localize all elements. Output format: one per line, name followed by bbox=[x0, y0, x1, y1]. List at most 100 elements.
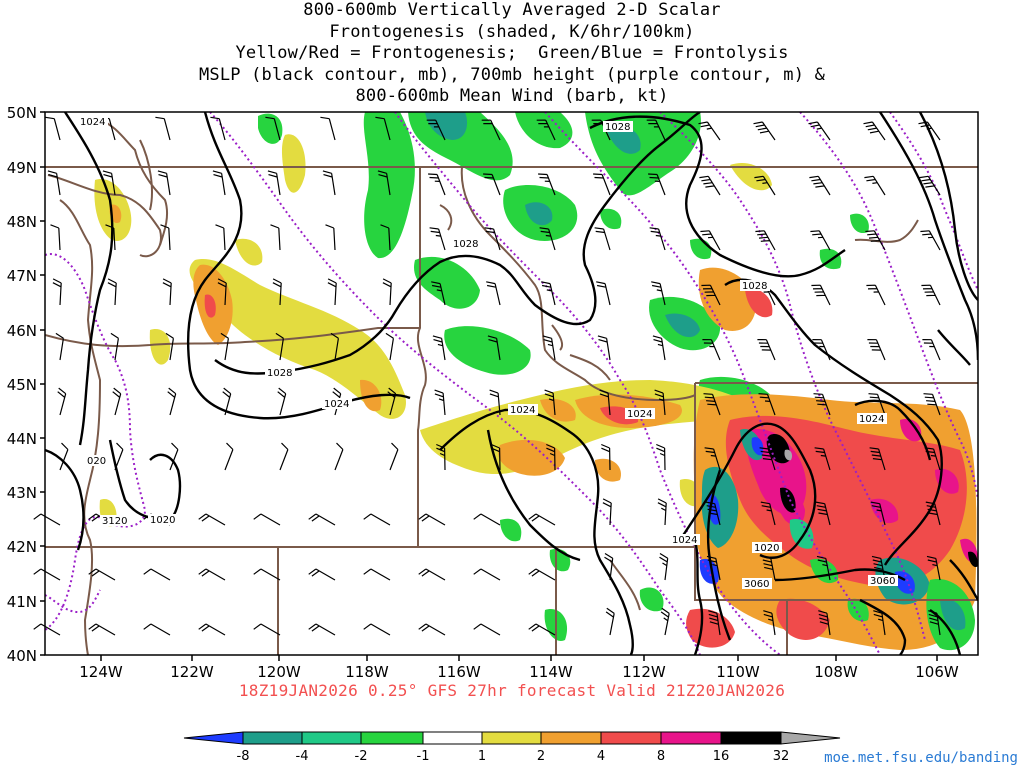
wind-barb bbox=[815, 501, 831, 526]
wind-barb bbox=[110, 332, 119, 361]
wind-barb bbox=[198, 568, 226, 581]
wind-barb bbox=[754, 175, 776, 196]
colorbar-swatch bbox=[422, 731, 483, 745]
lat-label: 49N bbox=[7, 159, 37, 177]
lat-label: 50N bbox=[7, 104, 37, 122]
wind-barb bbox=[763, 610, 776, 636]
mslp-label: 1024 bbox=[859, 414, 884, 425]
colorbar-label: 2 bbox=[537, 749, 545, 764]
wind-barb bbox=[873, 610, 886, 636]
wind-barb bbox=[489, 389, 501, 416]
wind-barbs bbox=[33, 116, 941, 636]
wind-barb bbox=[871, 555, 886, 581]
mslp-contour bbox=[878, 112, 978, 361]
colorbar-label: 32 bbox=[773, 749, 790, 764]
wind-barb bbox=[162, 278, 172, 306]
wind-barb bbox=[700, 230, 721, 251]
frontogenesis-area bbox=[281, 134, 306, 193]
mslp-label: 1020 bbox=[754, 543, 779, 554]
wind-barb bbox=[418, 513, 446, 526]
lon-label: 116W bbox=[437, 663, 481, 681]
height-contour bbox=[45, 589, 101, 614]
wind-barb bbox=[759, 447, 776, 471]
wind-barb bbox=[605, 607, 615, 636]
wind-barb bbox=[761, 555, 776, 581]
frontolysis-area bbox=[515, 112, 573, 149]
wind-barb bbox=[528, 568, 556, 581]
wind-barb bbox=[760, 501, 776, 526]
colorbar-label: -4 bbox=[296, 749, 309, 764]
wind-barb bbox=[654, 389, 666, 416]
wind-barb bbox=[320, 116, 336, 141]
wind-barb bbox=[429, 227, 446, 251]
wind-barb bbox=[808, 121, 831, 141]
wind-barb bbox=[649, 227, 666, 251]
wind-barb bbox=[648, 173, 666, 196]
wind-barb bbox=[275, 332, 284, 361]
wind-barb bbox=[308, 568, 336, 581]
colorbar-swatch bbox=[660, 731, 722, 745]
wind-barb bbox=[330, 332, 339, 361]
mslp-contour bbox=[214, 112, 701, 375]
mslp-contour bbox=[774, 568, 906, 582]
wind-barb bbox=[651, 281, 666, 306]
wind-barb bbox=[57, 387, 67, 416]
lon-label: 112W bbox=[622, 663, 666, 681]
wind-barb bbox=[539, 227, 556, 251]
wind-barb bbox=[810, 230, 831, 251]
wind-barb bbox=[538, 173, 556, 196]
height-label: 3120 bbox=[102, 516, 127, 527]
frontogenesis-area bbox=[149, 329, 171, 365]
colorbar-swatch bbox=[301, 731, 362, 745]
frontogenesis-area bbox=[784, 449, 793, 461]
colorbar-swatch bbox=[540, 731, 602, 745]
wind-barb bbox=[491, 443, 501, 471]
wind-barb bbox=[33, 568, 61, 581]
frontolysis-area bbox=[665, 313, 700, 338]
wind-barb bbox=[52, 278, 62, 306]
wind-barb bbox=[47, 170, 61, 196]
wind-barb bbox=[253, 623, 281, 636]
frontogenesis-area bbox=[204, 294, 216, 318]
frontolysis-area bbox=[258, 113, 283, 144]
lon-label: 106W bbox=[915, 663, 959, 681]
frontogenesis-area bbox=[745, 288, 773, 318]
frontolysis-area bbox=[940, 599, 966, 631]
wind-barb bbox=[59, 442, 69, 471]
wind-barb bbox=[102, 170, 116, 196]
lon-label: 114W bbox=[529, 663, 573, 681]
wind-barb bbox=[602, 498, 612, 526]
mslp-contour bbox=[693, 539, 704, 655]
mslp-contour bbox=[937, 329, 971, 366]
colorbar-label: -8 bbox=[237, 749, 250, 764]
wind-barb bbox=[923, 393, 941, 416]
lon-label: 120W bbox=[257, 663, 301, 681]
wind-barb bbox=[599, 389, 611, 416]
wind-barb bbox=[277, 387, 287, 416]
wind-barb bbox=[484, 227, 501, 251]
wind-barb bbox=[528, 513, 556, 526]
wind-barb bbox=[363, 513, 391, 526]
wind-barb bbox=[604, 552, 614, 581]
wind-barb bbox=[596, 281, 611, 306]
lat-label: 42N bbox=[7, 538, 37, 556]
lat-label: 47N bbox=[7, 267, 37, 285]
source-credit-link[interactable]: moe.met.fsu.edu/banding bbox=[824, 750, 1018, 766]
colorbar: -8 -4 -2 -1 1 2 4 8 16 32 bbox=[183, 731, 841, 764]
frontogenesis-area bbox=[235, 238, 263, 266]
lat-label: 41N bbox=[7, 593, 37, 611]
wind-barb bbox=[143, 568, 171, 581]
frontolysis-area bbox=[751, 437, 764, 456]
wind-barb bbox=[253, 513, 281, 526]
wind-barb bbox=[222, 387, 232, 416]
frontogenesis-area bbox=[595, 458, 621, 482]
wind-barb bbox=[924, 447, 941, 471]
wind-barb bbox=[210, 116, 226, 141]
mslp-label: 1028 bbox=[605, 122, 630, 133]
colorbar-high-arrow bbox=[780, 731, 841, 745]
wind-barb bbox=[224, 442, 234, 471]
wind-barb bbox=[377, 170, 391, 196]
wind-barb bbox=[757, 339, 776, 361]
wind-barb bbox=[703, 393, 721, 416]
wind-barb bbox=[363, 623, 391, 636]
